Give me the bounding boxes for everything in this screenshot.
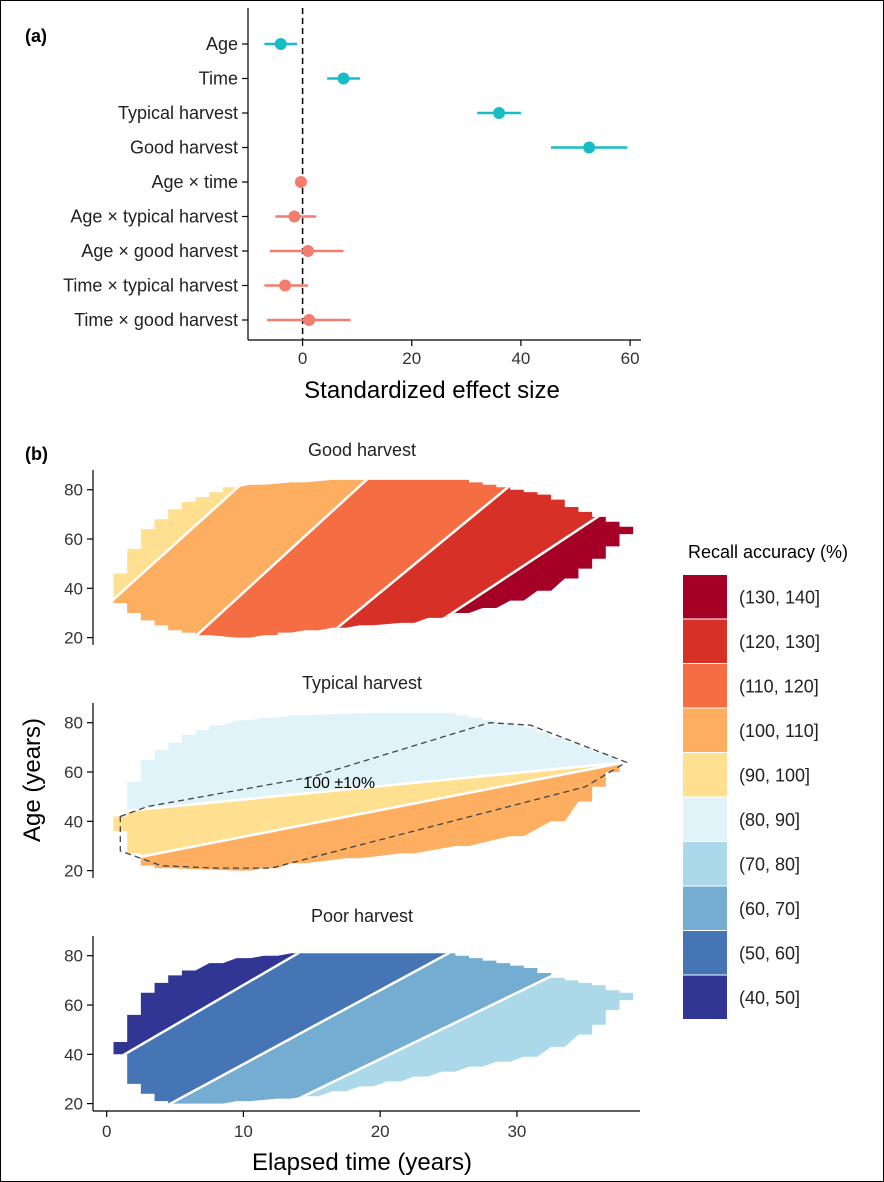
- panel-title-good-harvest: Good harvest: [308, 440, 416, 460]
- band-60-70: [113, 953, 634, 1104]
- band-50-60: [113, 953, 634, 1104]
- x-tick-label: 10: [234, 1122, 253, 1141]
- x-tick-label: 0: [298, 349, 307, 368]
- legend-swatch-130-140: [683, 575, 727, 619]
- legend-swatch-40-50: [683, 975, 727, 1019]
- y-tick-label: 80: [64, 481, 83, 500]
- legend-label-120-130: (120, 130]: [739, 632, 820, 652]
- x-tick-label: 20: [371, 1122, 390, 1141]
- contour-line: [113, 752, 634, 870]
- contour-plots: Good harvest 20 40 60 80 Typical harvest 100 ±…: [64, 440, 640, 1141]
- contour-line: [113, 756, 634, 817]
- legend-label-60-70: (60, 70]: [739, 899, 800, 919]
- legend-swatch-120-130: [683, 619, 727, 663]
- term-label-good-harvest: Good harvest: [130, 138, 238, 158]
- forest-plot: 0 20 40 60 Age Time Typical harvest Good harves…: [63, 8, 641, 368]
- contour-line: [113, 479, 634, 638]
- y-tick-label: 80: [64, 947, 83, 966]
- legend-label-110-120: (110, 120]: [739, 676, 819, 696]
- y-tick-label: 60: [64, 763, 83, 782]
- term-label-typical-harvest: Typical harvest: [118, 103, 238, 123]
- legend-label-50-60: (50, 60]: [739, 943, 800, 963]
- term-label-time-good-harvest: Time × good harvest: [74, 310, 238, 330]
- y-tick-label: 60: [64, 996, 83, 1015]
- term-label-age-typical-harvest: Age × typical harvest: [70, 207, 238, 227]
- tolerance-annotation: 100 ±10%: [303, 775, 375, 792]
- x-tick-label: 30: [507, 1122, 526, 1141]
- term-label-age: Age: [206, 34, 238, 54]
- legend-swatch-60-70: [683, 886, 727, 930]
- term-label-age-time: Age × time: [151, 172, 238, 192]
- x-tick-label: 60: [621, 349, 640, 368]
- band-100-110: [113, 479, 634, 638]
- legend-swatch-110-120: [683, 664, 727, 708]
- legend-swatch-100-110: [683, 708, 727, 752]
- term-label-time-typical-harvest: Time × typical harvest: [63, 276, 238, 296]
- estimate-point-time-good-harvest: [303, 314, 316, 326]
- estimate-point-age-typical-harvest: [288, 210, 301, 223]
- estimate-point-good-harvest: [583, 141, 596, 154]
- estimate-point-time-typical-harvest: [279, 279, 292, 292]
- legend: (130, 140] (120, 130] (110, 120] (100, 110]…: [683, 575, 820, 1019]
- x-tick-label: 0: [102, 1122, 111, 1141]
- legend-label-80-90: (80, 90]: [739, 810, 800, 830]
- y-tick-label: 20: [64, 862, 83, 881]
- y-tick-label: 40: [64, 1045, 83, 1064]
- legend-label-70-80: (70, 80]: [739, 854, 800, 874]
- x-tick-label: 40: [511, 349, 530, 368]
- legend-swatch-80-90: [683, 797, 727, 841]
- contour-line: [113, 479, 634, 632]
- panel-typical-harvest: Typical harvest 100 ±10% 20 40 60 80: [64, 673, 634, 881]
- panel-a-label: (a): [25, 26, 47, 46]
- legend-label-130-140: (130, 140]: [739, 587, 820, 607]
- estimate-point-typical-harvest: [493, 107, 506, 119]
- legend-label-90-100: (90, 100]: [739, 765, 810, 785]
- contour-line: [113, 479, 634, 638]
- panel-title-typical-harvest: Typical harvest: [302, 673, 422, 693]
- y-tick-label: 20: [64, 629, 83, 648]
- legend-swatch-50-60: [683, 931, 727, 975]
- panel-a-xlabel: Standardized effect size: [304, 377, 560, 404]
- panel-b-label: (b): [25, 444, 48, 464]
- estimate-point-age: [274, 38, 287, 50]
- y-tick-label: 20: [64, 1095, 83, 1114]
- term-label-age-good-harvest: Age × good harvest: [81, 241, 238, 261]
- band-110-120: [113, 479, 634, 638]
- panel-b-xlabel: Elapsed time (years): [252, 1149, 472, 1176]
- contour-line: [113, 953, 634, 1104]
- y-tick-label: 80: [64, 714, 83, 733]
- y-tick-label: 40: [64, 579, 83, 598]
- legend-label-100-110: (100, 110]: [739, 721, 819, 741]
- x-tick-label: 20: [402, 349, 421, 368]
- tolerance-outline: [119, 722, 628, 869]
- estimate-point-age-time: [294, 176, 307, 188]
- contour-line: [113, 953, 634, 1082]
- estimate-point-time: [337, 72, 350, 85]
- legend-swatch-70-80: [683, 842, 727, 886]
- legend-title: Recall accuracy (%): [688, 542, 848, 562]
- band-80-90: [113, 712, 634, 816]
- panel-b-ylabel: Age (years): [19, 718, 46, 842]
- legend-swatch-90-100: [683, 753, 727, 797]
- y-tick-label: 60: [64, 530, 83, 549]
- legend-label-40-50: (40, 50]: [739, 988, 800, 1008]
- panel-title-poor-harvest: Poor harvest: [311, 906, 413, 926]
- y-tick-label: 40: [64, 812, 83, 831]
- estimate-point-age-good-harvest: [302, 245, 315, 257]
- term-label-time: Time: [199, 69, 238, 89]
